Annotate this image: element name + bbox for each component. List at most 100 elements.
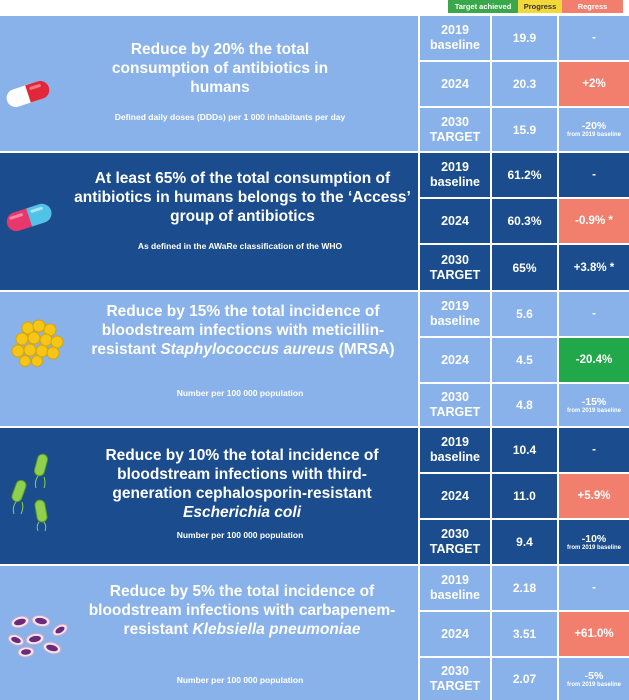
row-label: 2030 TARGET (420, 245, 490, 290)
row-change: - (559, 292, 629, 336)
table-row: 2030 TARGET 4.8 -15% from 2019 baseline (420, 384, 629, 426)
table-row: 2024 60.3% -0.9% * (420, 199, 629, 243)
target-table: 2019 baseline 19.9 - 2024 20.3 +2% 2030 … (420, 16, 629, 151)
grid-line-horizontal (420, 106, 629, 108)
row-value: 60.3% (492, 199, 557, 243)
row-change-target: -5% from 2019 baseline (559, 658, 629, 700)
row-value: 4.5 (492, 338, 557, 382)
row-label: 2019 baseline (420, 292, 490, 336)
table-row: 2024 11.0 +5.9% (420, 474, 629, 518)
table-row: 2019 baseline 61.2% - (420, 153, 629, 197)
target-description: Reduce by 15% the total incidence of blo… (0, 292, 418, 426)
row-change-regress: +2% (559, 62, 629, 106)
table-row: 2019 baseline 19.9 - (420, 16, 629, 60)
row-label: 2024 (420, 612, 490, 656)
klebsiella-icon (7, 614, 68, 658)
target-description: At least 65% of the total consumption of… (0, 153, 418, 290)
grid-line-horizontal (420, 336, 629, 338)
row-value: 19.9 (492, 16, 557, 60)
goal-subtitle: Defined daily doses (DDDs) per 1 000 inh… (114, 112, 346, 122)
goal-text: Reduce by 5% the total incidence of bloo… (82, 582, 402, 639)
table-row: 2024 4.5 -20.4% (420, 338, 629, 382)
row-value: 2.18 (492, 566, 557, 610)
goal-text-a: Reduce by 15% the total incidence of blo… (91, 303, 385, 358)
grid-line-horizontal (420, 243, 629, 245)
row-change: - (559, 428, 629, 472)
row-change: - (559, 566, 629, 610)
row-change-achieved: -20.4% (559, 338, 629, 382)
row-label: 2030 TARGET (420, 658, 490, 700)
target-description: Reduce by 20% the total consumption of a… (0, 16, 418, 151)
change-value: -10% (581, 532, 607, 545)
target-table: 2019 baseline 61.2% - 2024 60.3% -0.9% *… (420, 153, 629, 290)
row-value: 11.0 (492, 474, 557, 518)
target-block-antibiotic-consumption: Reduce by 20% the total consumption of a… (0, 16, 629, 151)
target-block-e-coli: Reduce by 10% the total incidence of blo… (0, 428, 629, 564)
table-row: 2030 TARGET 9.4 -10% from 2019 baseline (420, 520, 629, 564)
target-block-access-group: At least 65% of the total consumption of… (0, 153, 629, 290)
grid-line-horizontal (420, 60, 629, 62)
table-row: 2019 baseline 5.6 - (420, 292, 629, 336)
change-note: from 2019 baseline (566, 407, 622, 414)
table-row: 2030 TARGET 2.07 -5% from 2019 baseline (420, 658, 629, 700)
goal-text-species: Klebsiella pneumoniae (192, 621, 361, 638)
table-row: 2019 baseline 2.18 - (420, 566, 629, 610)
row-change-target: -15% from 2019 baseline (559, 384, 629, 426)
row-value: 3.51 (492, 612, 557, 656)
legend-regress: Regress (562, 0, 623, 13)
goal-subtitle: Number per 100 000 population (176, 675, 304, 685)
grid-line-vertical (490, 16, 492, 700)
target-block-klebsiella: Reduce by 5% the total incidence of bloo… (0, 566, 629, 700)
row-label: 2019 baseline (420, 566, 490, 610)
target-table: 2019 baseline 2.18 - 2024 3.51 +61.0% 20… (420, 566, 629, 700)
goal-text-species: Escherichia coli (182, 504, 302, 521)
change-note: from 2019 baseline (566, 132, 622, 138)
legend: Target achieved Progress Regress (0, 0, 629, 16)
row-value: 20.3 (492, 62, 557, 106)
row-value: 10.4 (492, 428, 557, 472)
row-label: 2024 (420, 199, 490, 243)
row-label: 2030 TARGET (420, 520, 490, 564)
row-label: 2030 TARGET (420, 384, 490, 426)
table-row: 2024 20.3 +2% (420, 62, 629, 106)
row-value: 5.6 (492, 292, 557, 336)
row-value: 4.8 (492, 384, 557, 426)
goal-subtitle: Number per 100 000 population (176, 388, 304, 398)
target-table: 2019 baseline 10.4 - 2024 11.0 +5.9% 203… (420, 428, 629, 564)
row-value: 9.4 (492, 520, 557, 564)
grid-line-vertical (418, 0, 420, 700)
row-label: 2019 baseline (420, 428, 490, 472)
e-coli-icon (11, 453, 49, 532)
legend-target-achieved: Target achieved (448, 0, 518, 13)
table-row: 2030 TARGET 15.9 -20% from 2019 baseline (420, 108, 629, 151)
goal-text: Reduce by 15% the total incidence of blo… (78, 302, 408, 359)
goal-text-a: Reduce by 5% the total incidence of bloo… (88, 583, 396, 638)
goal-text: Reduce by 20% the total consumption of a… (111, 41, 329, 96)
table-row: 2019 baseline 10.4 - (420, 428, 629, 472)
row-change-target: -10% from 2019 baseline (559, 520, 629, 564)
row-change-regress: +61.0% (559, 612, 629, 656)
grid-line-horizontal (420, 472, 629, 474)
row-label: 2019 baseline (420, 16, 490, 60)
target-description: Reduce by 5% the total incidence of bloo… (0, 566, 418, 700)
goal-text-a: Reduce by 10% the total incidence of blo… (105, 447, 379, 502)
grid-line-horizontal (420, 610, 629, 612)
grid-line-horizontal (420, 656, 629, 658)
change-value: -5% (584, 669, 604, 682)
grid-line-horizontal (420, 518, 629, 520)
target-block-mrsa: Reduce by 15% the total incidence of blo… (0, 292, 629, 426)
row-label: 2024 (420, 62, 490, 106)
row-change: - (559, 16, 629, 60)
row-label: 2024 (420, 338, 490, 382)
pill-red-icon (6, 80, 50, 108)
goal-text-species: Staphylococcus aureus (160, 341, 335, 358)
goal-subtitle: Number per 100 000 population (176, 530, 304, 540)
row-change: - (559, 153, 629, 197)
change-value: -20% (581, 120, 607, 132)
row-change-regress: +5.9% (559, 474, 629, 518)
row-value: 61.2% (492, 153, 557, 197)
row-label: 2024 (420, 474, 490, 518)
change-note: from 2019 baseline (566, 681, 622, 688)
row-change: +3.8% * (559, 245, 629, 290)
pill-blue-icon (6, 203, 52, 232)
